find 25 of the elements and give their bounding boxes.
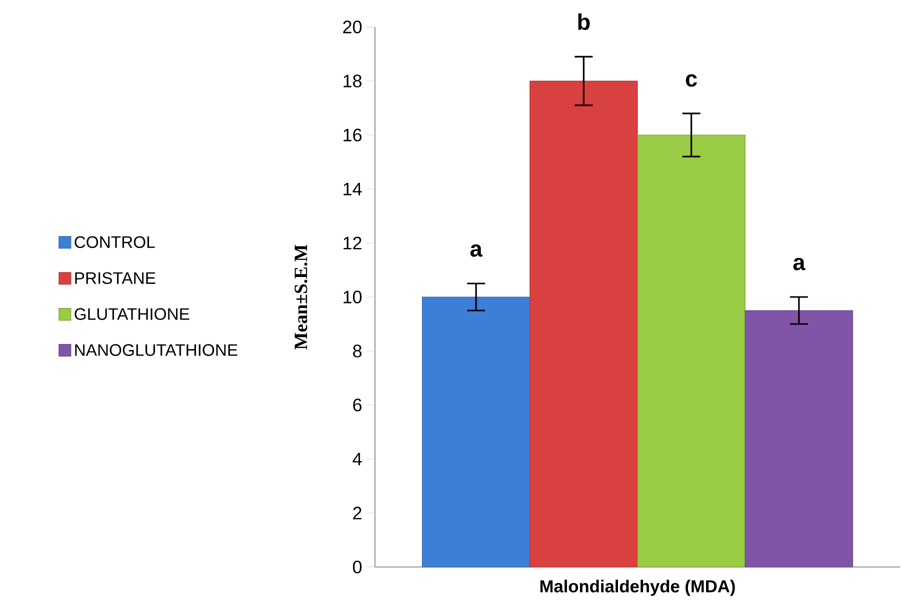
y-tick-label: 4 (352, 452, 362, 466)
legend-label: GLUTATHIONE (74, 308, 190, 320)
bar (637, 134, 746, 568)
y-tick-label: 20 (343, 20, 362, 34)
legend-label: NANOGLUTATHIONE (75, 344, 238, 356)
bar (422, 296, 530, 568)
data-label: a (470, 244, 483, 257)
y-tick-label: 14 (344, 182, 362, 196)
data-label: c (686, 74, 697, 87)
legend-label: CONTROL (74, 236, 155, 248)
y-tick-label: 10 (344, 290, 362, 304)
y-tick-label: 6 (353, 398, 362, 412)
bar (744, 310, 854, 568)
y-tick-label: 2 (353, 506, 362, 520)
y-axis-title: Mean±S.E.M (294, 244, 308, 350)
bar (530, 80, 638, 568)
legend-label: PRISTANE (75, 272, 156, 284)
y-tick-label: 16 (344, 128, 362, 142)
y-tick-label: 18 (344, 74, 362, 88)
y-tick-label: 0 (352, 560, 362, 574)
x-tick-label: Malondialdehyde (MDA) (540, 580, 735, 596)
data-label: a (793, 258, 806, 270)
y-tick-label: 12 (344, 236, 362, 250)
y-tick-label: 8 (353, 344, 362, 358)
data-label: b (578, 13, 590, 30)
